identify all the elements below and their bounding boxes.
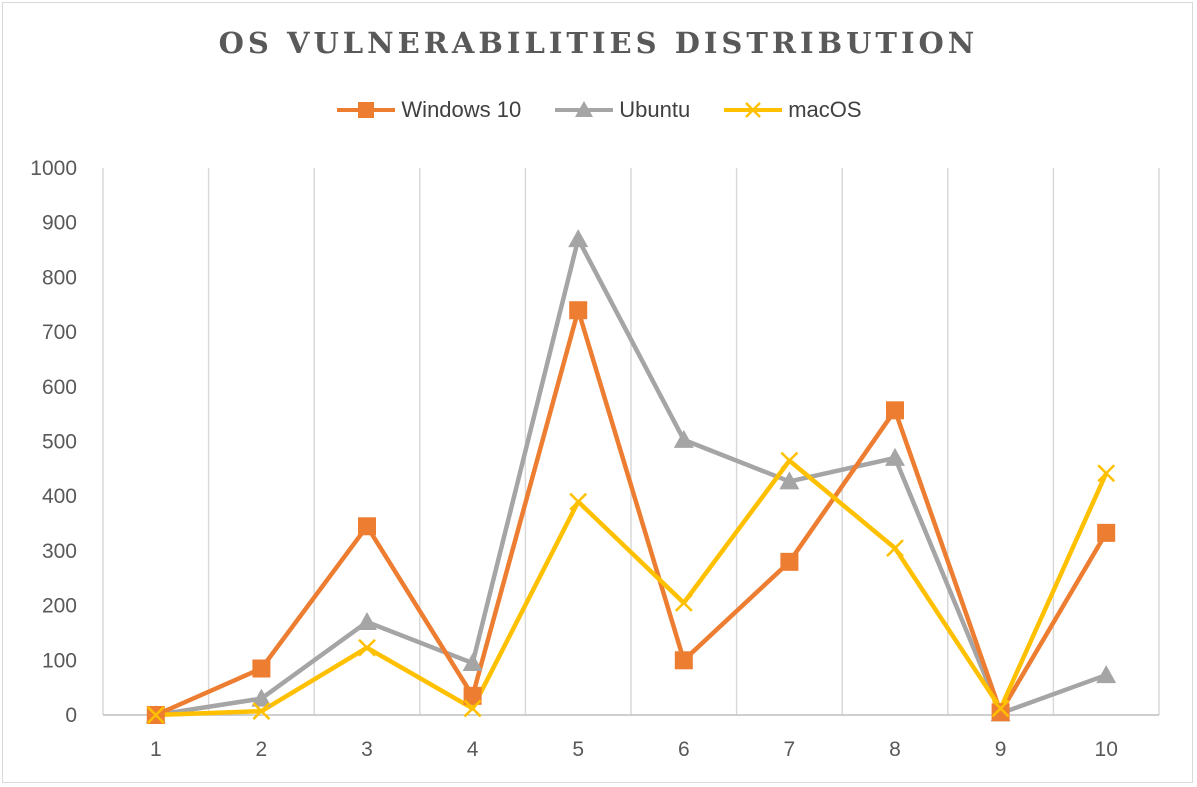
legend: Windows 10 Ubuntu macOS xyxy=(0,92,1197,128)
data-point-ubuntu xyxy=(462,653,483,672)
data-point-macos xyxy=(1097,464,1116,483)
x-tick-label: 1 xyxy=(150,738,162,761)
y-tick-label: 100 xyxy=(42,649,77,672)
y-tick-label: 900 xyxy=(42,212,77,235)
x-tick-label: 9 xyxy=(995,738,1007,761)
legend-item-macos: macOS xyxy=(722,97,862,123)
data-point-ubuntu xyxy=(673,429,694,448)
x-tick-label: 6 xyxy=(678,738,690,761)
x-tick-label: 4 xyxy=(467,738,479,761)
data-point-ubuntu xyxy=(357,612,377,631)
legend-label-ubuntu: Ubuntu xyxy=(619,97,691,122)
data-point-macos xyxy=(463,699,482,718)
x-tick-label: 3 xyxy=(361,738,373,761)
data-point-windows-10 xyxy=(991,703,1010,722)
data-point-windows-10 xyxy=(252,659,271,678)
data-point-macos xyxy=(674,593,693,612)
data-point-macos xyxy=(146,706,165,724)
data-point-windows-10 xyxy=(674,651,693,670)
y-tick-label: 1000 xyxy=(30,157,77,180)
legend-item-windows10: Windows 10 xyxy=(335,97,521,123)
data-point-macos xyxy=(780,451,799,470)
legend-marker-macos xyxy=(724,102,783,118)
x-tick-label: 10 xyxy=(1095,738,1118,761)
y-tick-label: 700 xyxy=(42,321,77,344)
data-point-macos xyxy=(569,492,588,511)
y-tick-label: 0 xyxy=(65,704,77,727)
series-line-macos xyxy=(155,458,1109,718)
y-tick-label: 800 xyxy=(42,266,77,289)
data-point-ubuntu xyxy=(568,229,589,248)
chart-title: OS VULNERABILITIES DISTRIBUTION xyxy=(218,26,979,60)
legend-item-ubuntu: Ubuntu xyxy=(553,97,690,123)
data-point-ubuntu xyxy=(885,447,905,466)
data-point-windows-10 xyxy=(569,301,588,320)
series-line-windows-10 xyxy=(154,307,1109,718)
data-point-macos xyxy=(252,702,271,721)
data-point-windows-10 xyxy=(780,552,799,571)
data-point-ubuntu xyxy=(251,688,272,707)
data-point-macos xyxy=(358,638,376,657)
y-tick-label: 400 xyxy=(42,485,77,508)
y-tick-label: 200 xyxy=(42,595,77,618)
x-tick-label: 7 xyxy=(784,738,796,761)
data-point-windows-10 xyxy=(886,401,904,420)
y-tick-label: 300 xyxy=(42,540,77,563)
y-tick-label: 600 xyxy=(42,376,77,399)
series-line-ubuntu xyxy=(155,236,1107,718)
data-point-ubuntu xyxy=(1096,665,1117,684)
x-tick-label: 8 xyxy=(889,738,901,761)
data-point-macos xyxy=(991,699,1010,718)
data-point-windows-10 xyxy=(463,686,482,705)
y-tick-label: 500 xyxy=(42,431,77,454)
data-point-macos xyxy=(886,539,904,558)
data-point-windows-10 xyxy=(358,517,376,536)
legend-marker-windows10 xyxy=(337,102,396,118)
data-point-windows-10 xyxy=(1097,523,1116,542)
legend-label-windows10: Windows 10 xyxy=(401,97,522,122)
legend-marker-ubuntu xyxy=(555,101,614,117)
data-point-ubuntu xyxy=(779,471,800,490)
x-tick-label: 5 xyxy=(572,738,584,761)
legend-label-macos: macOS xyxy=(788,97,862,122)
x-tick-label: 2 xyxy=(256,738,268,761)
